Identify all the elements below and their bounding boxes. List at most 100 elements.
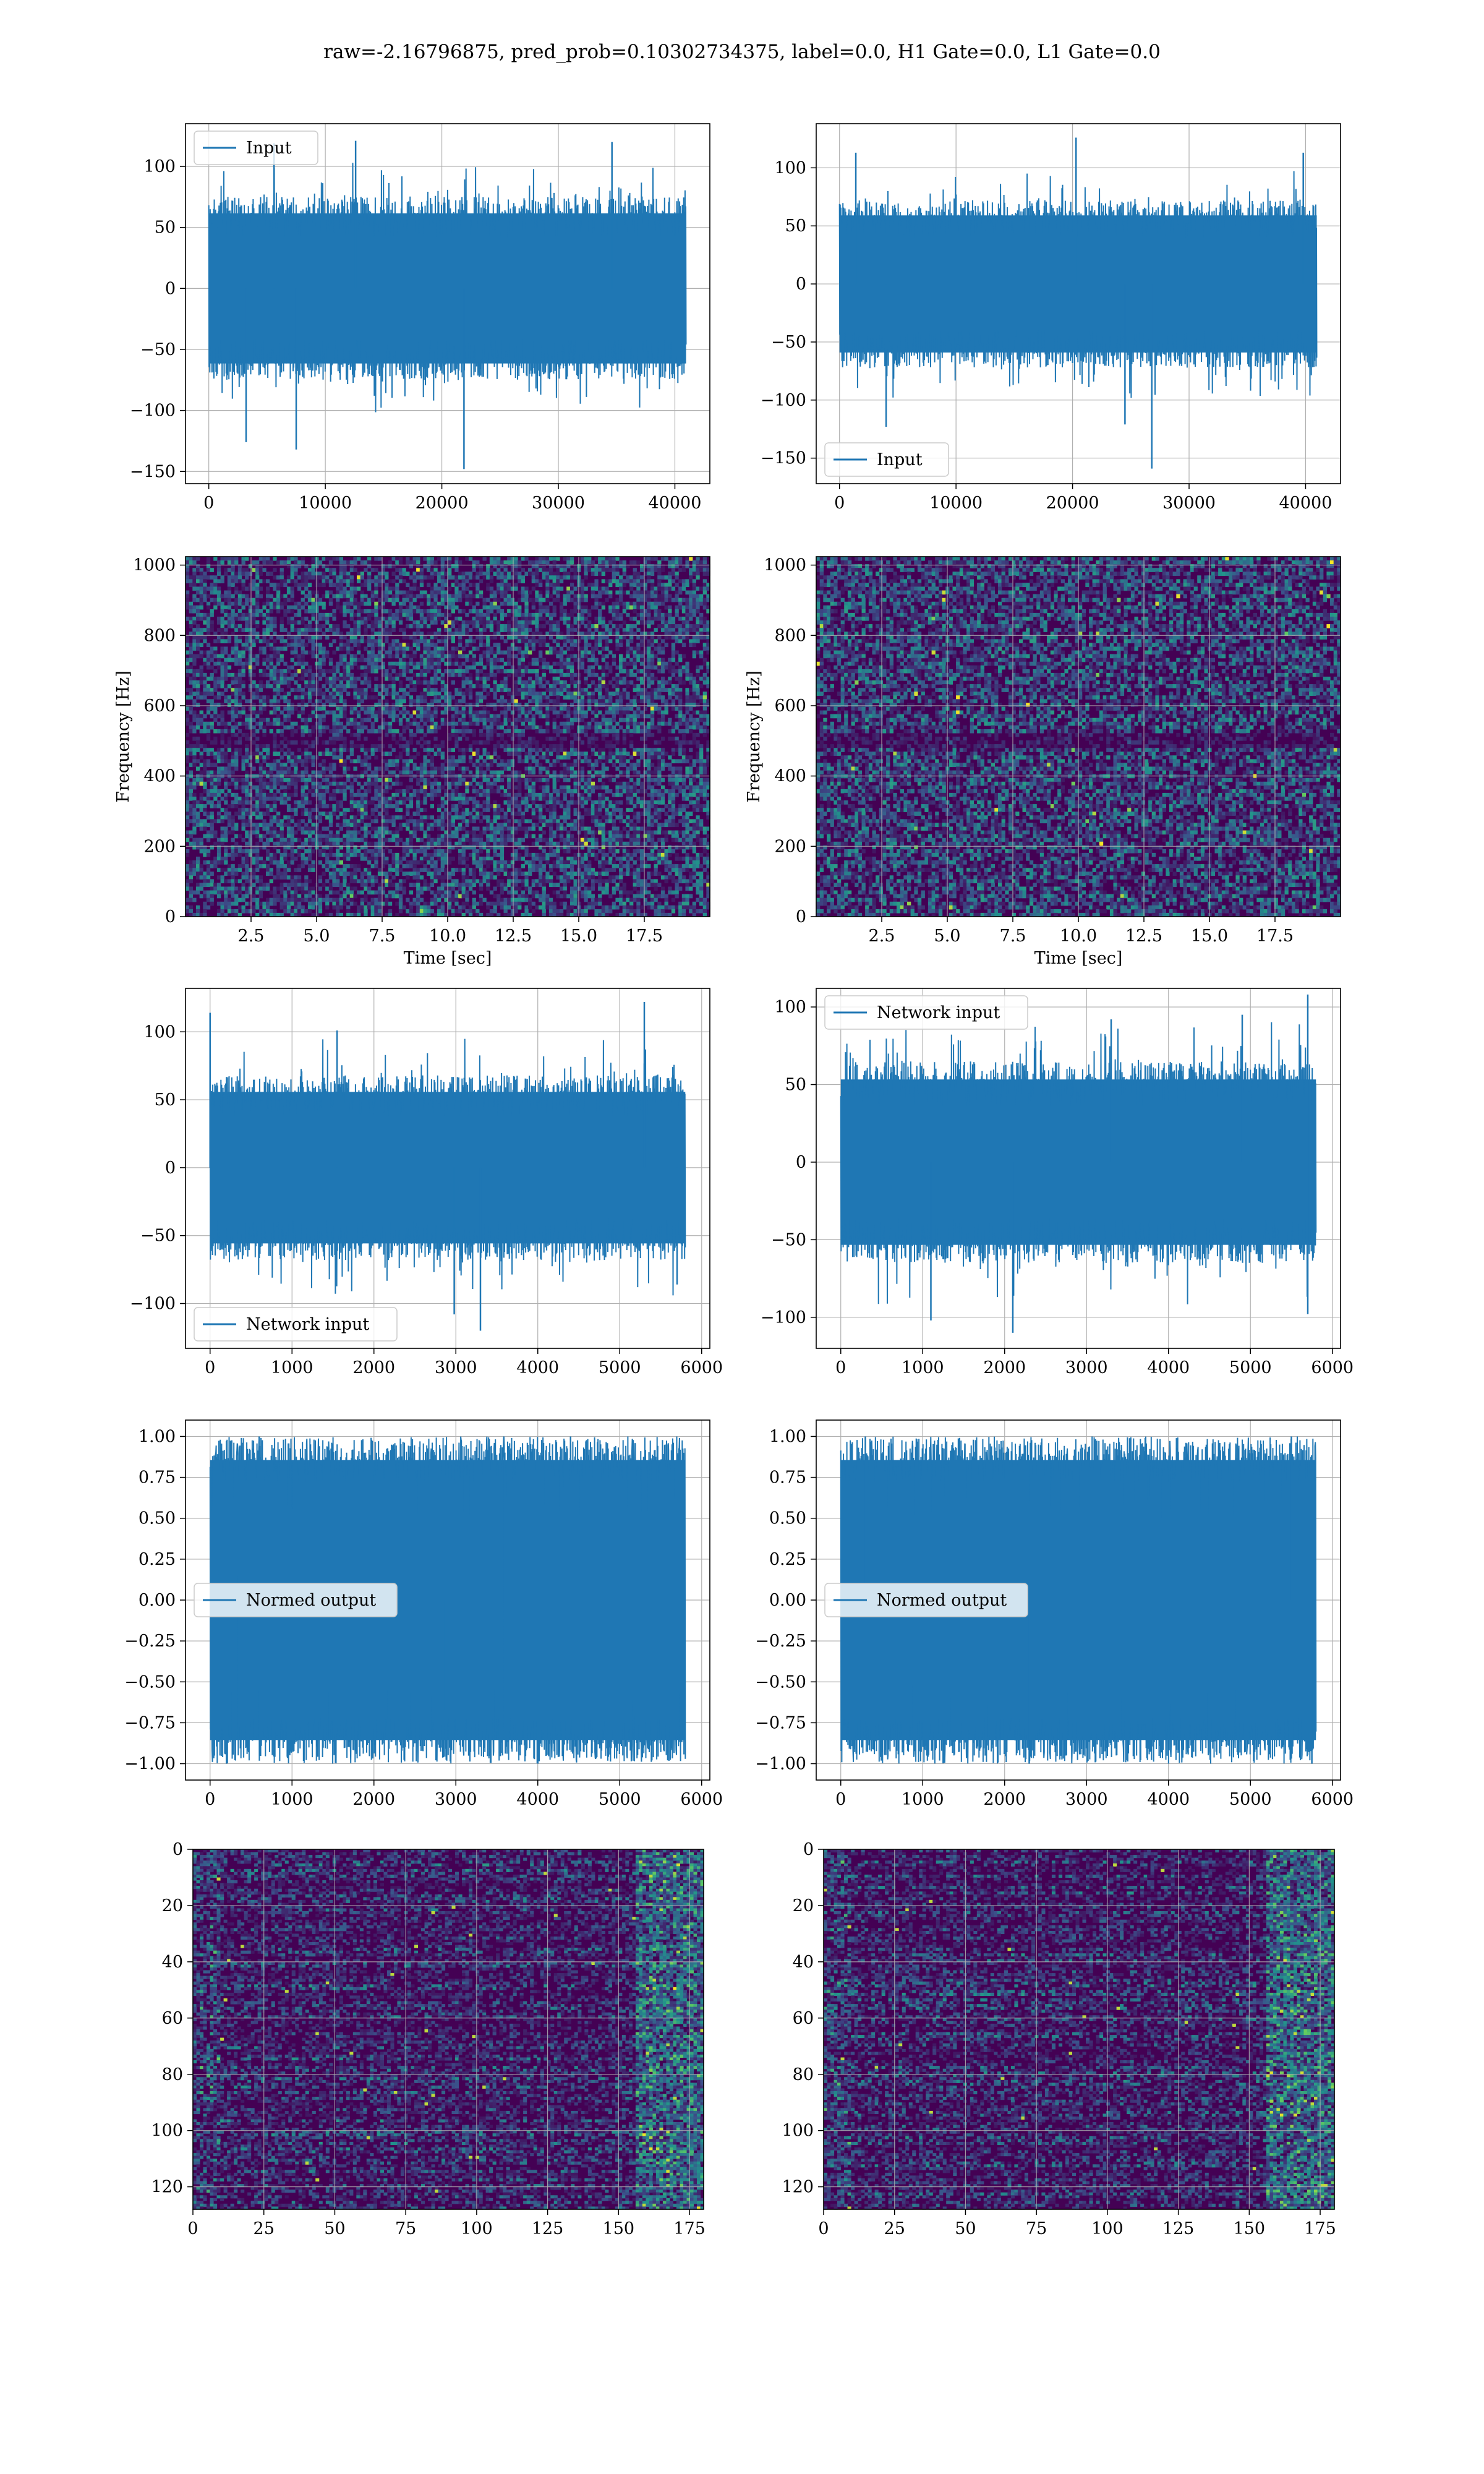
y-tick-label: −100 [130,1295,176,1314]
x-tick-label: 4000 [1147,1790,1190,1809]
y-tick-label: 20 [793,1896,814,1915]
x-tick-label: 2000 [983,1790,1026,1809]
y-tick-label: −150 [130,462,176,481]
x-tick-label: 150 [1234,2219,1266,2238]
x-tick-label: 3000 [435,1358,477,1377]
x-tick-label: 10000 [929,494,983,513]
legend-label: Network input [877,1003,1000,1022]
y-tick-label: 50 [155,218,176,238]
signal-trace [838,171,1318,398]
y-tick-label: 600 [143,696,176,716]
y-tick-label: 80 [162,2065,183,2084]
y-tick-label: 0 [165,1158,176,1178]
x-tick-label: 75 [395,2219,416,2238]
heatmap-cells [193,1849,704,2210]
x-tick-label: 0 [187,2219,198,2238]
heatmap-cells [824,1849,1335,2210]
y-tick-label: 100 [782,2121,814,2141]
x-tick-label: 0 [205,1358,215,1377]
y-tick-label: 600 [774,696,806,716]
y-tick-label: −0.50 [755,1672,806,1692]
y-tick-label: −50 [771,333,806,352]
y-tick-label: 40 [162,1953,183,1972]
y-tick-label: 0 [796,275,806,294]
x-tick-label: 5.0 [934,927,961,946]
x-tick-label: 50 [324,2219,345,2238]
y-tick-label: −50 [140,340,176,359]
x-tick-label: 4000 [516,1790,559,1809]
legend-box [194,1583,398,1617]
legend: Network input [824,995,1028,1030]
y-tick-label: −0.75 [124,1713,176,1732]
x-tick-label: 6000 [680,1358,723,1377]
x-tick-label: 12.5 [495,927,532,946]
x-tick-label: 5000 [1229,1790,1272,1809]
figure-title: raw=-2.16796875, pred_prob=0.10302734375… [0,41,1484,63]
y-tick-label: −0.50 [124,1672,176,1692]
y-tick-label: 800 [774,626,806,645]
x-tick-label: 5000 [1229,1358,1272,1377]
chart-normed-output-h1: 0 1000 2000 3000 4000 5000 6000 −1.00 −0.75 −0.50… [124,1419,723,1809]
y-tick-label: 0 [796,1153,806,1172]
x-tick-label: 4000 [516,1358,559,1377]
y-axis-label: Frequency [Hz] [744,670,764,802]
x-tick-label: 100 [461,2219,493,2238]
x-tick-label: 25 [254,2219,275,2238]
y-tick-label: 1.00 [769,1427,806,1446]
legend: Input [824,442,949,477]
x-tick-label: 15.0 [1191,927,1228,946]
y-tick-label: −150 [761,449,806,468]
y-tick-label: 0.75 [769,1468,806,1487]
x-tick-label: 1000 [902,1790,944,1809]
y-tick-label: 60 [793,2009,814,2028]
x-tick-label: 40000 [1279,494,1333,513]
y-tick-label: −100 [761,1308,806,1327]
y-tick-label: 80 [793,2065,814,2084]
y-axis-label: Frequency [Hz] [114,670,133,802]
x-tick-label: 12.5 [1125,927,1162,946]
legend: Normed output [194,1583,398,1617]
y-tick-label: −1.00 [124,1755,176,1774]
x-tick-label: 1000 [902,1358,944,1377]
y-tick-label: 100 [774,998,806,1017]
x-tick-label: 10000 [299,494,352,513]
y-tick-label: 0 [173,1840,183,1859]
x-tick-label: 0 [834,494,845,513]
x-tick-label: 30000 [1162,494,1216,513]
x-tick-label: 1000 [271,1358,313,1377]
x-tick-label: 2.5 [869,927,895,946]
chart-input-h1: 0 10000 20000 30000 40000 −150 −100 −50 0 50 100 In… [130,123,710,513]
y-tick-label: 40 [793,1953,814,1972]
legend: Network input [194,1307,398,1342]
x-tick-label: 50 [955,2219,976,2238]
axes-frame [192,1849,704,2210]
x-tick-label: 20000 [1046,494,1099,513]
x-tick-label: 75 [1026,2219,1047,2238]
x-tick-label: 6000 [680,1790,723,1809]
x-tick-label: 30000 [532,494,585,513]
x-tick-label: 150 [603,2219,635,2238]
y-tick-label: 100 [151,2121,183,2141]
x-tick-label: 0 [835,1358,846,1377]
x-tick-label: 0 [205,1790,215,1809]
y-tick-label: −0.75 [755,1713,806,1732]
y-tick-label: −0.25 [124,1632,176,1651]
legend-box [194,1307,398,1342]
x-tick-label: 10.0 [429,927,466,946]
axes-frame [185,988,710,1349]
x-tick-label: 10.0 [1060,927,1097,946]
chart-network-input-h1: 0 1000 2000 3000 4000 5000 6000 −100 −50 0 50 100 Ne… [130,988,723,1377]
y-tick-label: 1.00 [139,1427,176,1446]
y-tick-label: 0.50 [769,1509,806,1528]
chart-spectrogram-h1: 2.5 5.0 7.5 10.0 12.5 15.0 17.5 0 200 400 600 800 10… [114,556,710,968]
y-tick-label: −50 [771,1230,806,1249]
x-tick-label: 6000 [1311,1790,1354,1809]
y-tick-label: 0.50 [139,1509,176,1528]
legend-label: Normed output [246,1591,376,1610]
y-tick-label: 0.25 [139,1550,176,1569]
x-tick-label: 25 [884,2219,905,2238]
signal-trace [840,1436,1317,1764]
chart-spectrogram-l1: 2.5 5.0 7.5 10.0 12.5 15.0 17.5 0 200 400 600 800 10… [744,556,1341,968]
